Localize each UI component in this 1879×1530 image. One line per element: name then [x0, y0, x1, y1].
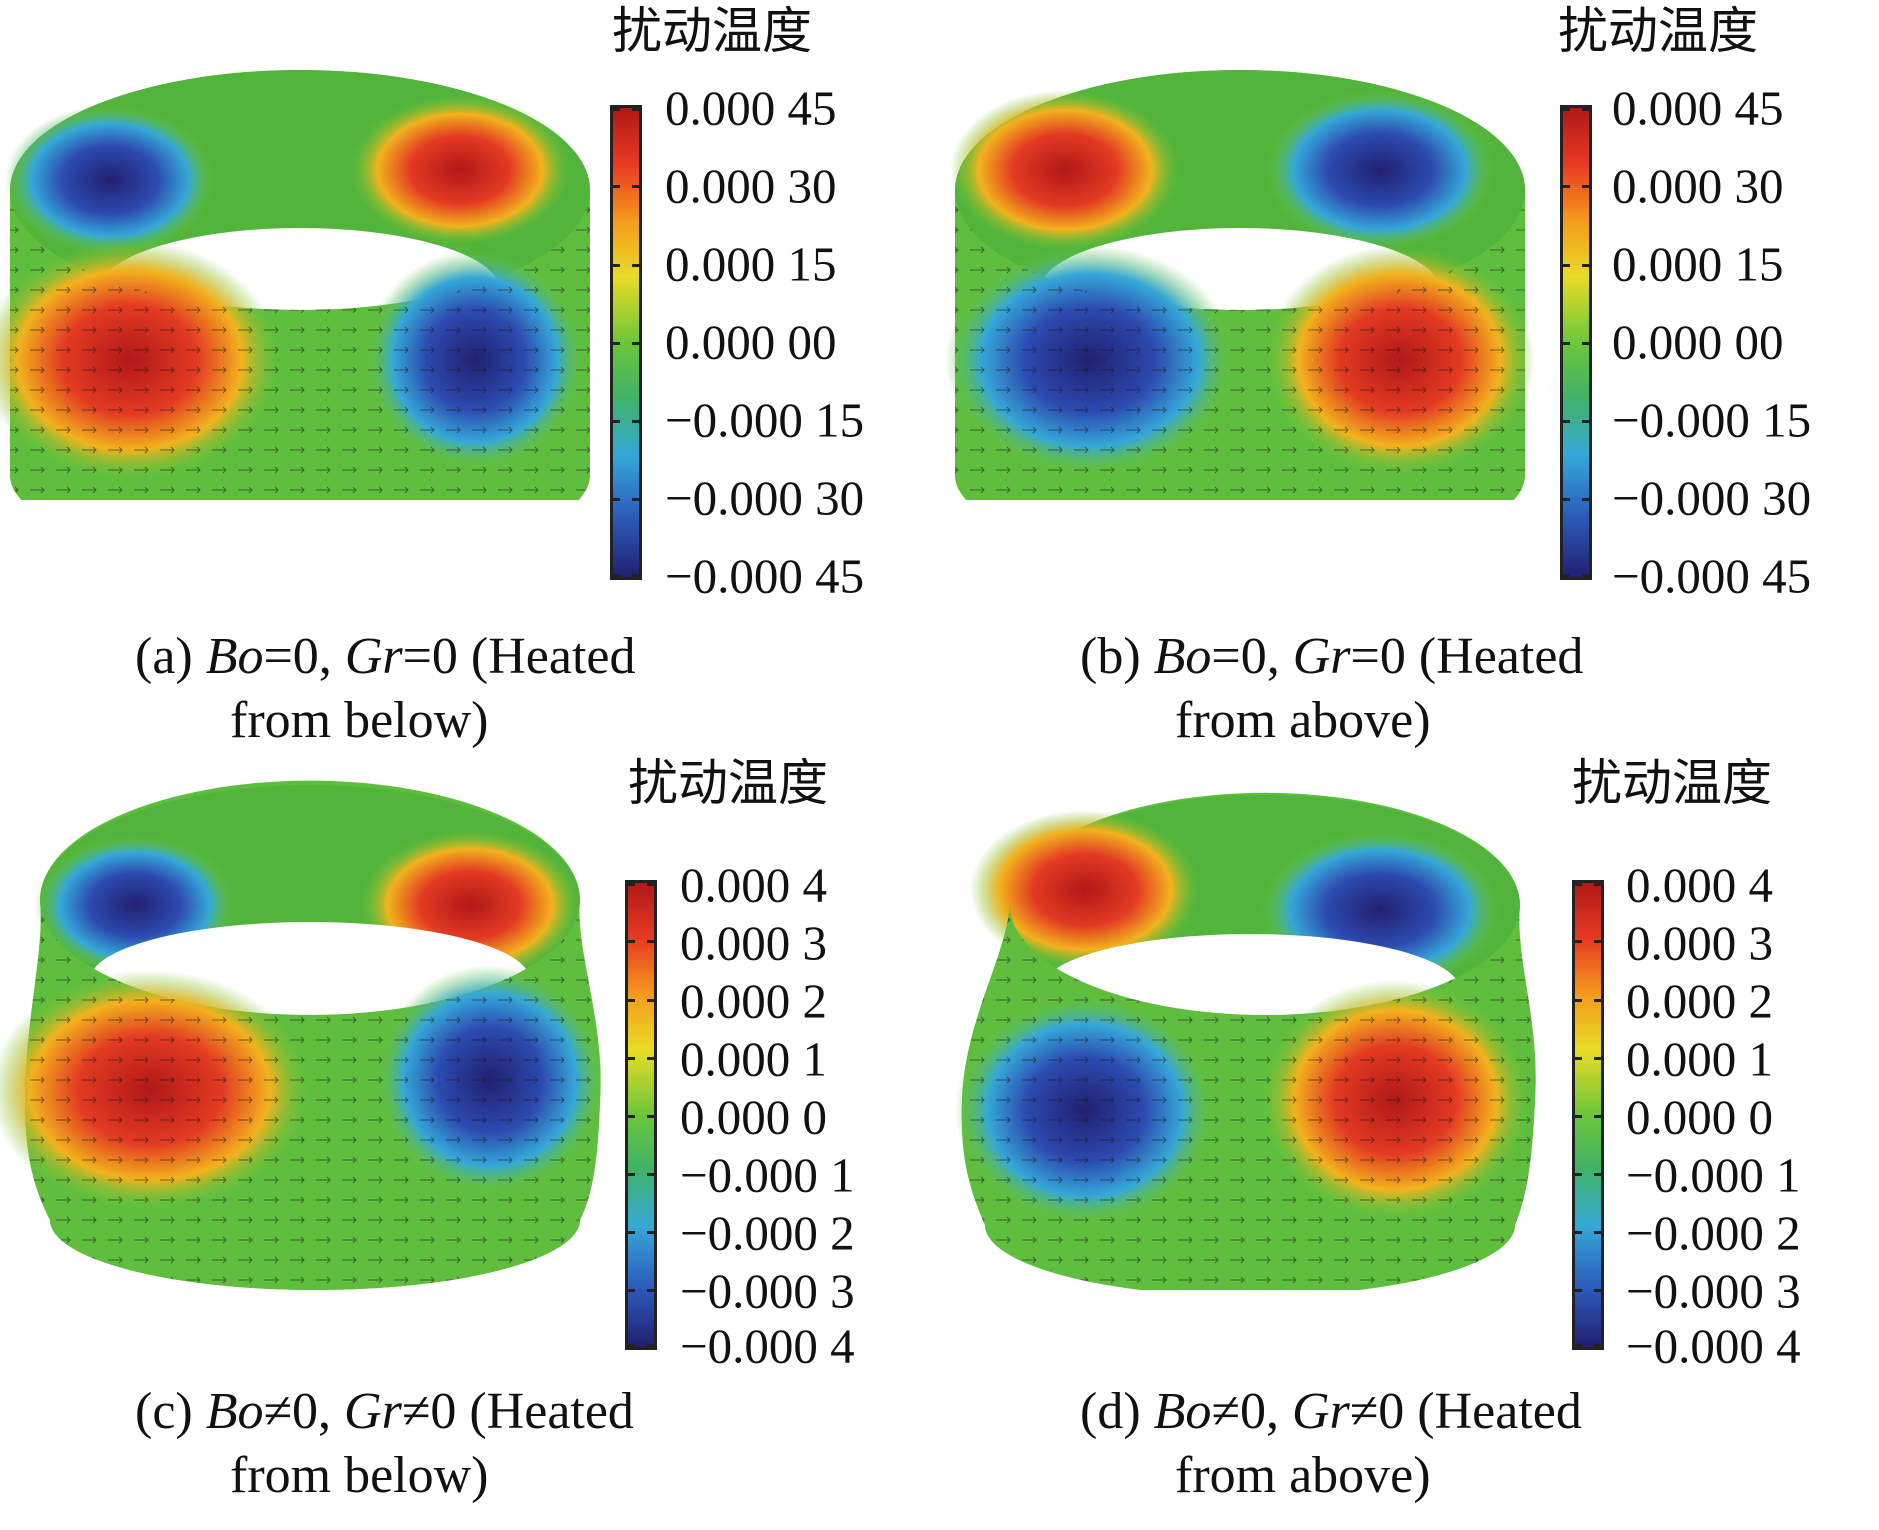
colorbar-tick-label: 0.000 4 [680, 857, 827, 913]
panel-b: 扰动温度 0.000 45 0.000 30 0.000 15 0.000 00… [940, 0, 1879, 760]
colorbar-tick-label: 0.000 1 [1626, 1031, 1773, 1087]
colorbar-tick-label: 0.000 2 [680, 973, 827, 1029]
colorbar-tick-label: −0.000 3 [1626, 1263, 1801, 1319]
colorbar-tick-label: 0.000 2 [1626, 973, 1773, 1029]
colorbar [610, 105, 642, 580]
colorbar-tick-label: 0.000 3 [680, 915, 827, 971]
panel-caption: (d) Bo≠0, Gr≠0 (Heated from above) [1080, 1383, 1582, 1504]
panel-caption: (b) Bo=0, Gr=0 (Heated from above) [1080, 628, 1584, 749]
colorbar-title: 扰动温度 [612, 3, 812, 59]
colorbar-tick-label: 0.000 4 [1626, 857, 1773, 913]
colorbar [1572, 880, 1604, 1350]
colorbar-tick-label: 0.000 00 [1612, 314, 1784, 370]
colorbar-tick-label: −0.000 45 [665, 548, 865, 604]
colorbar-tick-label: −0.000 1 [1626, 1147, 1801, 1203]
cylinder-band-plot [945, 70, 1535, 500]
colorbar-tick-label: 0.000 45 [665, 80, 837, 136]
colorbar-tick-label: 0.000 15 [1612, 236, 1784, 292]
colorbar-tick-label: −0.000 15 [1612, 392, 1812, 448]
colorbar-tick-label: 0.000 3 [1626, 915, 1773, 971]
panel-caption: (c) Bo≠0, Gr≠0 (Heated from below) [135, 1383, 634, 1504]
colorbar-tick-label: −0.000 4 [680, 1318, 855, 1374]
colorbar-tick-label: 0.000 0 [680, 1089, 827, 1145]
colorbar-title: 扰动温度 [1572, 755, 1772, 811]
colorbar [1560, 105, 1592, 580]
colorbar-tick-label: −0.000 15 [665, 392, 865, 448]
colorbar-tick-label: −0.000 2 [680, 1205, 855, 1261]
colorbar-tick-label: −0.000 30 [1612, 470, 1812, 526]
colorbar [625, 880, 657, 1350]
panel-caption: (a) Bo=0, Gr=0 (Heated from below) [135, 628, 636, 749]
colorbar-tick-label: 0.000 15 [665, 236, 837, 292]
colorbar-title: 扰动温度 [628, 755, 828, 811]
colorbar-tick-label: −0.000 4 [1626, 1318, 1801, 1374]
colorbar-tick-label: −0.000 1 [680, 1147, 855, 1203]
panel-a: 扰动温度 0.000 45 0.000 30 0.000 15 0.000 00… [0, 0, 940, 760]
colorbar-tick-label: 0.000 00 [665, 314, 837, 370]
bulged-band-plot [955, 792, 1536, 1290]
colorbar-tick-label: −0.000 45 [1612, 548, 1812, 604]
colorbar-tick-label: 0.000 30 [665, 158, 837, 214]
cylinder-band-plot [0, 70, 590, 500]
colorbar-tick-label: 0.000 45 [1612, 80, 1784, 136]
colorbar-tick-label: 0.000 0 [1626, 1089, 1773, 1145]
colorbar-title: 扰动温度 [1558, 3, 1758, 59]
panel-d: 扰动温度 0.000 4 0.000 3 0.000 2 0.000 1 0.0… [940, 758, 1879, 1530]
colorbar-tick-label: 0.000 1 [680, 1031, 827, 1087]
panel-c: 扰动温度 0.000 4 0.000 3 0.000 2 0.000 1 0.0… [0, 758, 940, 1530]
colorbar-tick-label: −0.000 3 [680, 1263, 855, 1319]
colorbar-tick-label: −0.000 30 [665, 470, 865, 526]
colorbar-tick-label: −0.000 2 [1626, 1205, 1801, 1261]
colorbar-tick-label: 0.000 30 [1612, 158, 1784, 214]
bulged-band-plot [0, 780, 605, 1290]
